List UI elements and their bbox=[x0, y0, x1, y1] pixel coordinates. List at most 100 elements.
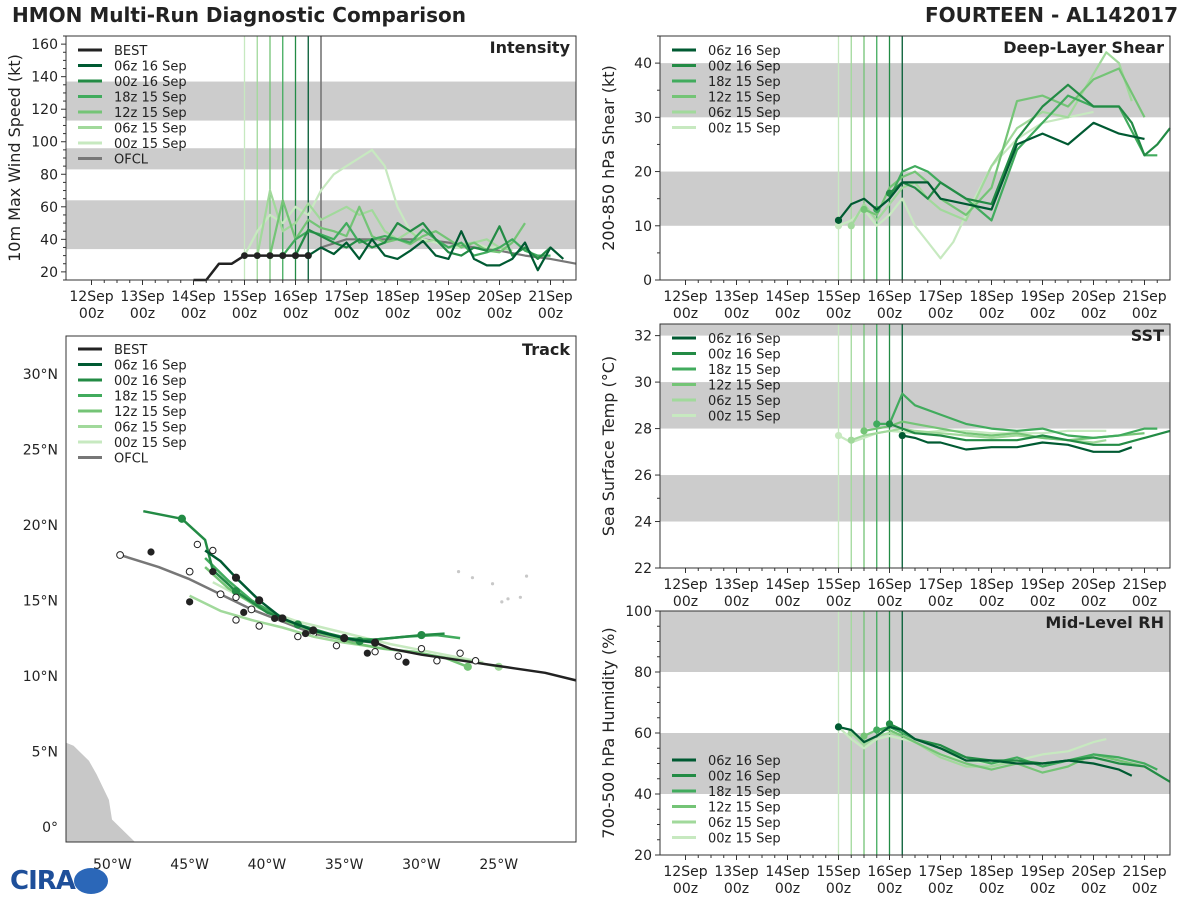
track-point bbox=[278, 614, 287, 623]
intensity-xtick-day: 13Sep bbox=[120, 289, 164, 305]
sst-legend-label: 06z 15 Sep bbox=[708, 394, 781, 409]
sst-xtick-hour: 00z bbox=[775, 594, 800, 610]
shear-xtick-hour: 00z bbox=[724, 306, 749, 322]
rh-legend-label: 18z 15 Sep bbox=[708, 785, 781, 800]
track-title: Track bbox=[522, 340, 570, 359]
rh-xtick-hour: 00z bbox=[724, 881, 749, 897]
cape-verde-island bbox=[506, 597, 510, 601]
track-forecast-point bbox=[255, 622, 263, 630]
track-best-point bbox=[209, 568, 217, 576]
track-ytick-label: 20°N bbox=[23, 518, 58, 534]
sst-xtick-hour: 00z bbox=[1081, 594, 1106, 610]
sst-ytick-label: 32 bbox=[634, 329, 652, 345]
track-point bbox=[231, 573, 241, 582]
shear-xtick-day: 21Sep bbox=[1122, 289, 1166, 305]
track-xtick-label: 25°W bbox=[479, 857, 518, 873]
rh-xtick-hour: 00z bbox=[979, 881, 1004, 897]
shear-ytick-label: 30 bbox=[634, 110, 652, 126]
sst-init-point-06z-15-sep bbox=[847, 436, 855, 444]
sst-xtick-day: 13Sep bbox=[714, 577, 758, 593]
rh-xtick-day: 20Sep bbox=[1071, 864, 1115, 880]
track-forecast-point bbox=[193, 540, 202, 549]
sst-xtick-day: 12Sep bbox=[663, 577, 707, 593]
sst-xtick-hour: 00z bbox=[877, 594, 902, 610]
track-best-point bbox=[271, 614, 279, 623]
shear-init-point-12z-15-sep bbox=[860, 205, 868, 214]
sst-xtick-day: 20Sep bbox=[1071, 577, 1115, 593]
intensity-xtick-day: 17Sep bbox=[324, 289, 368, 305]
sst-init-point-00z-16-sep bbox=[885, 420, 894, 428]
figure-title: HMON Multi-Run Diagnostic Comparison bbox=[12, 3, 466, 27]
track-point bbox=[177, 514, 187, 523]
rh-legend-label: 06z 16 Sep bbox=[708, 754, 781, 769]
sst-xtick-hour: 00z bbox=[724, 594, 749, 610]
shear-ylabel: 200-850 hPa Shear (kt) bbox=[599, 65, 618, 251]
track-best-point bbox=[363, 649, 371, 657]
sst-ytick-label: 28 bbox=[634, 422, 652, 438]
shear-xtick-hour: 00z bbox=[1132, 306, 1157, 322]
intensity-xtick-day: 16Sep bbox=[273, 289, 317, 305]
sst-xtick-day: 21Sep bbox=[1122, 577, 1166, 593]
cape-verde-island bbox=[518, 595, 522, 599]
cape-verde-island bbox=[500, 600, 504, 604]
rh-band-1 bbox=[660, 611, 1170, 672]
track-ytick-label: 5°N bbox=[32, 744, 58, 760]
rh-legend-label: 06z 15 Sep bbox=[708, 816, 781, 831]
track-best-point bbox=[402, 658, 410, 666]
shear-xtick-hour: 00z bbox=[877, 306, 902, 322]
track-xtick-label: 45°W bbox=[170, 857, 209, 873]
shear-ytick-label: 10 bbox=[634, 219, 652, 235]
sst-legend-label: 00z 15 Sep bbox=[708, 410, 781, 425]
rh-ytick-label: 20 bbox=[634, 848, 652, 864]
storm-id: FOURTEEN - AL142017 bbox=[924, 3, 1178, 27]
track-best-point bbox=[301, 629, 310, 638]
sst-xtick-day: 18Sep bbox=[969, 577, 1013, 593]
track-ytick-label: 30°N bbox=[23, 367, 58, 383]
intensity-best-point bbox=[304, 252, 312, 259]
sst-xtick-day: 14Sep bbox=[765, 577, 809, 593]
rh-legend-label: 00z 16 Sep bbox=[708, 770, 781, 785]
rh-xtick-day: 12Sep bbox=[663, 864, 707, 880]
sst-xtick-hour: 00z bbox=[1030, 594, 1055, 610]
rh-ytick-label: 100 bbox=[625, 604, 652, 620]
shear-ytick-label: 0 bbox=[643, 273, 652, 289]
intensity-best-point bbox=[279, 252, 287, 259]
intensity-xtick-day: 19Sep bbox=[426, 289, 470, 305]
shear-series-00z-15-sep bbox=[838, 110, 1094, 260]
track-frame bbox=[65, 335, 577, 843]
shear-legend-label: 18z 15 Sep bbox=[708, 75, 781, 90]
track-forecast-point bbox=[209, 546, 217, 555]
intensity-ytick-label: 60 bbox=[40, 200, 58, 216]
track-legend-label: 18z 15 Sep bbox=[114, 390, 187, 405]
track-forecast-point bbox=[471, 657, 480, 665]
intensity-xtick-hour: 00z bbox=[130, 306, 155, 322]
shear-series-00z-16-sep bbox=[888, 83, 1171, 206]
track-forecast-point bbox=[294, 632, 302, 641]
track-forecast-point bbox=[371, 647, 379, 656]
shear-legend-label: 06z 15 Sep bbox=[708, 106, 781, 121]
sst-xtick-hour: 00z bbox=[673, 594, 698, 610]
sst-init-point-00z-15-sep bbox=[834, 431, 843, 440]
intensity-ytick-label: 80 bbox=[40, 167, 58, 183]
rh-series-00z-15-sep bbox=[837, 726, 1107, 765]
intensity-ytick-label: 160 bbox=[31, 37, 58, 53]
sst-legend-label: 00z 16 Sep bbox=[708, 348, 781, 363]
track-forecast-point bbox=[332, 641, 341, 650]
rh-legend-label: 00z 15 Sep bbox=[708, 832, 781, 847]
shear-xtick-day: 17Sep bbox=[918, 289, 962, 305]
sst-title: SST bbox=[1131, 326, 1164, 345]
shear-init-point-06z-16-sep bbox=[834, 216, 843, 224]
track-xtick-label: 50°W bbox=[93, 857, 132, 873]
rh-xtick-day: 17Sep bbox=[918, 864, 962, 880]
intensity-xtick-day: 18Sep bbox=[375, 289, 419, 305]
sst-band-2 bbox=[660, 324, 1170, 336]
sst-ytick-label: 24 bbox=[634, 515, 652, 531]
intensity-legend-label: 18z 15 Sep bbox=[114, 91, 187, 106]
track-point bbox=[309, 626, 318, 635]
shear-xtick-day: 12Sep bbox=[663, 289, 707, 305]
track-forecast-point bbox=[417, 644, 426, 653]
track-forecast-point bbox=[456, 649, 464, 657]
track-point bbox=[463, 662, 472, 671]
rh-ylabel: 700-500 hPa Humidity (%) bbox=[599, 627, 618, 838]
track-ytick-label: 15°N bbox=[23, 593, 58, 609]
